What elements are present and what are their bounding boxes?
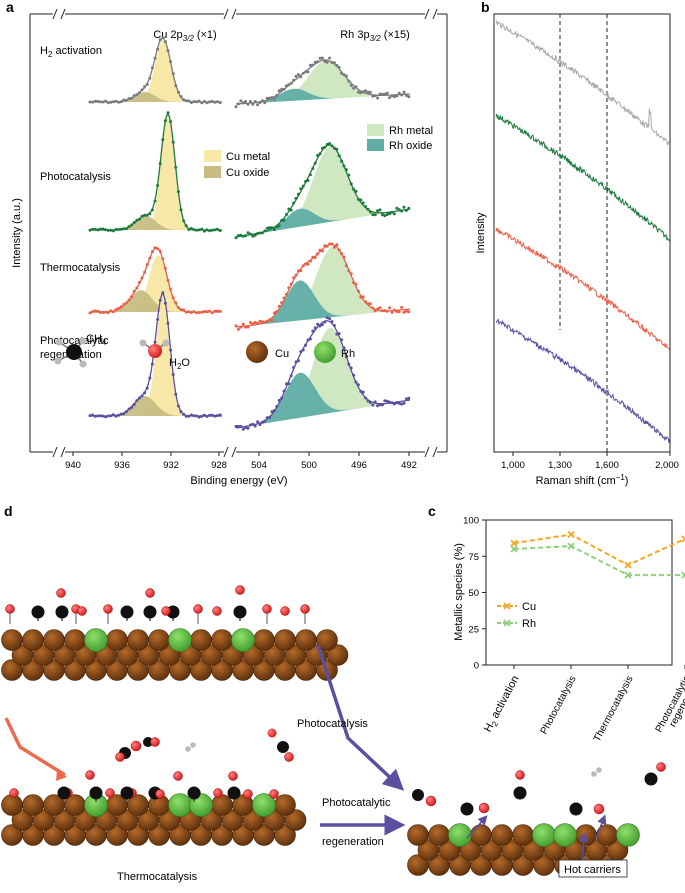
panel-d-letter: d <box>4 503 13 519</box>
label-thermocatalysis: Thermocatalysis <box>117 871 198 883</box>
legend-rh: Rh <box>341 348 355 360</box>
chart-ytick-75: 75 <box>468 552 479 563</box>
xps-spectra <box>89 36 411 430</box>
legend-cu: Cu <box>275 348 289 360</box>
cu-metal-fill-3 <box>90 300 222 416</box>
panel-a-frame <box>30 9 447 457</box>
rh-tick-496: 496 <box>351 460 367 471</box>
panel-a-ticks <box>73 452 409 456</box>
surface-regeneration <box>408 763 666 876</box>
raman-tick-1600: 1,600 <box>595 460 619 471</box>
legend-rh-oxide-swatch <box>367 139 384 151</box>
rh-atom-icon <box>314 341 336 363</box>
legend-cu-oxide: Cu oxide <box>226 167 269 179</box>
condition-photocatalysis: Photocatalysis <box>40 171 111 183</box>
legend-rh-metal: Rh metal <box>389 125 433 137</box>
label-photocatalysis: Photocatalysis <box>297 718 368 730</box>
cu-tick-940: 940 <box>65 460 81 471</box>
catalyst-surfaces <box>2 586 666 876</box>
chart-xtick-1-0: Photocatalysis <box>539 674 579 736</box>
panel-b-letter: b <box>481 0 490 15</box>
chart-xtick-h2: H2 activation <box>482 674 523 735</box>
raman-tick-2000: 2,000 <box>655 460 679 471</box>
cu-tick-936: 936 <box>114 460 130 471</box>
panel-a-letter: a <box>6 0 14 15</box>
panel-c-letter: c <box>428 503 436 519</box>
legend-cu-metal-swatch <box>204 150 221 162</box>
condition-h2: H2 activation <box>40 45 102 59</box>
cu-metal-fill-0 <box>90 41 222 103</box>
legend-h2o: H2O <box>169 357 190 371</box>
rh-tick-504: 504 <box>251 460 267 471</box>
raman-tick-1000: 1,000 <box>501 460 525 471</box>
cu-tick-928: 928 <box>211 460 227 471</box>
legend-rh-oxide: Rh oxide <box>389 140 432 152</box>
panel-b-ylabel: Intensity <box>475 212 487 253</box>
raman-spectrum-1 <box>496 114 670 241</box>
cu-tick-932: 932 <box>163 460 179 471</box>
panel-a-xlabel: Binding energy (eV) <box>190 475 287 487</box>
chart-xtick-2-0: Thermocatalysis <box>592 674 636 743</box>
surface-thermocatalysis <box>2 771 307 846</box>
label-hot-carriers: Hot carriers <box>564 864 621 876</box>
chart-ytick-50: 50 <box>468 588 479 599</box>
chart-ytick-100: 100 <box>463 516 479 527</box>
panel-b-frame <box>494 14 670 452</box>
legend-cu-oxide-swatch <box>204 166 221 178</box>
panel-c-frame <box>486 520 672 665</box>
label-regen-line1: Photocatalytic <box>322 797 391 809</box>
chart-ytick-0: 0 <box>474 661 479 672</box>
panel-c-ylabel: Metallic species (%) <box>453 543 465 641</box>
label-regen-line2: regeneration <box>322 836 384 848</box>
raman-tick-1300: 1,300 <box>548 460 572 471</box>
raman-spectra <box>496 21 670 442</box>
legend-cu-metal: Cu metal <box>226 151 270 163</box>
chart-ytick-25: 25 <box>468 624 479 635</box>
legend-rh-metal-swatch <box>367 124 384 136</box>
cu-atom-icon <box>246 341 268 363</box>
raman-spectrum-2 <box>496 228 670 351</box>
condition-thermocatalysis: Thermocatalysis <box>40 262 121 274</box>
panel-b-ticks <box>513 452 670 456</box>
panel-a-ylabel: Intensity (a.u.) <box>11 198 23 268</box>
surface-initial <box>2 586 349 681</box>
raman-spectrum-3 <box>496 319 670 442</box>
rh-title: Rh 3p3/2 (×15) <box>340 29 410 43</box>
panel-b-xlabel: Raman shift (cm−1) <box>536 473 629 487</box>
floating-molecules <box>116 729 294 762</box>
thermocatalysis-arrow <box>6 718 65 775</box>
rh-metal-fill-0 <box>236 61 410 104</box>
legend-label-Rh: Rh <box>522 618 536 630</box>
rh-tick-492: 492 <box>401 460 417 471</box>
rh-tick-500: 500 <box>301 460 317 471</box>
legend-label-Cu: Cu <box>522 601 536 613</box>
raman-spectrum-0 <box>496 21 670 145</box>
